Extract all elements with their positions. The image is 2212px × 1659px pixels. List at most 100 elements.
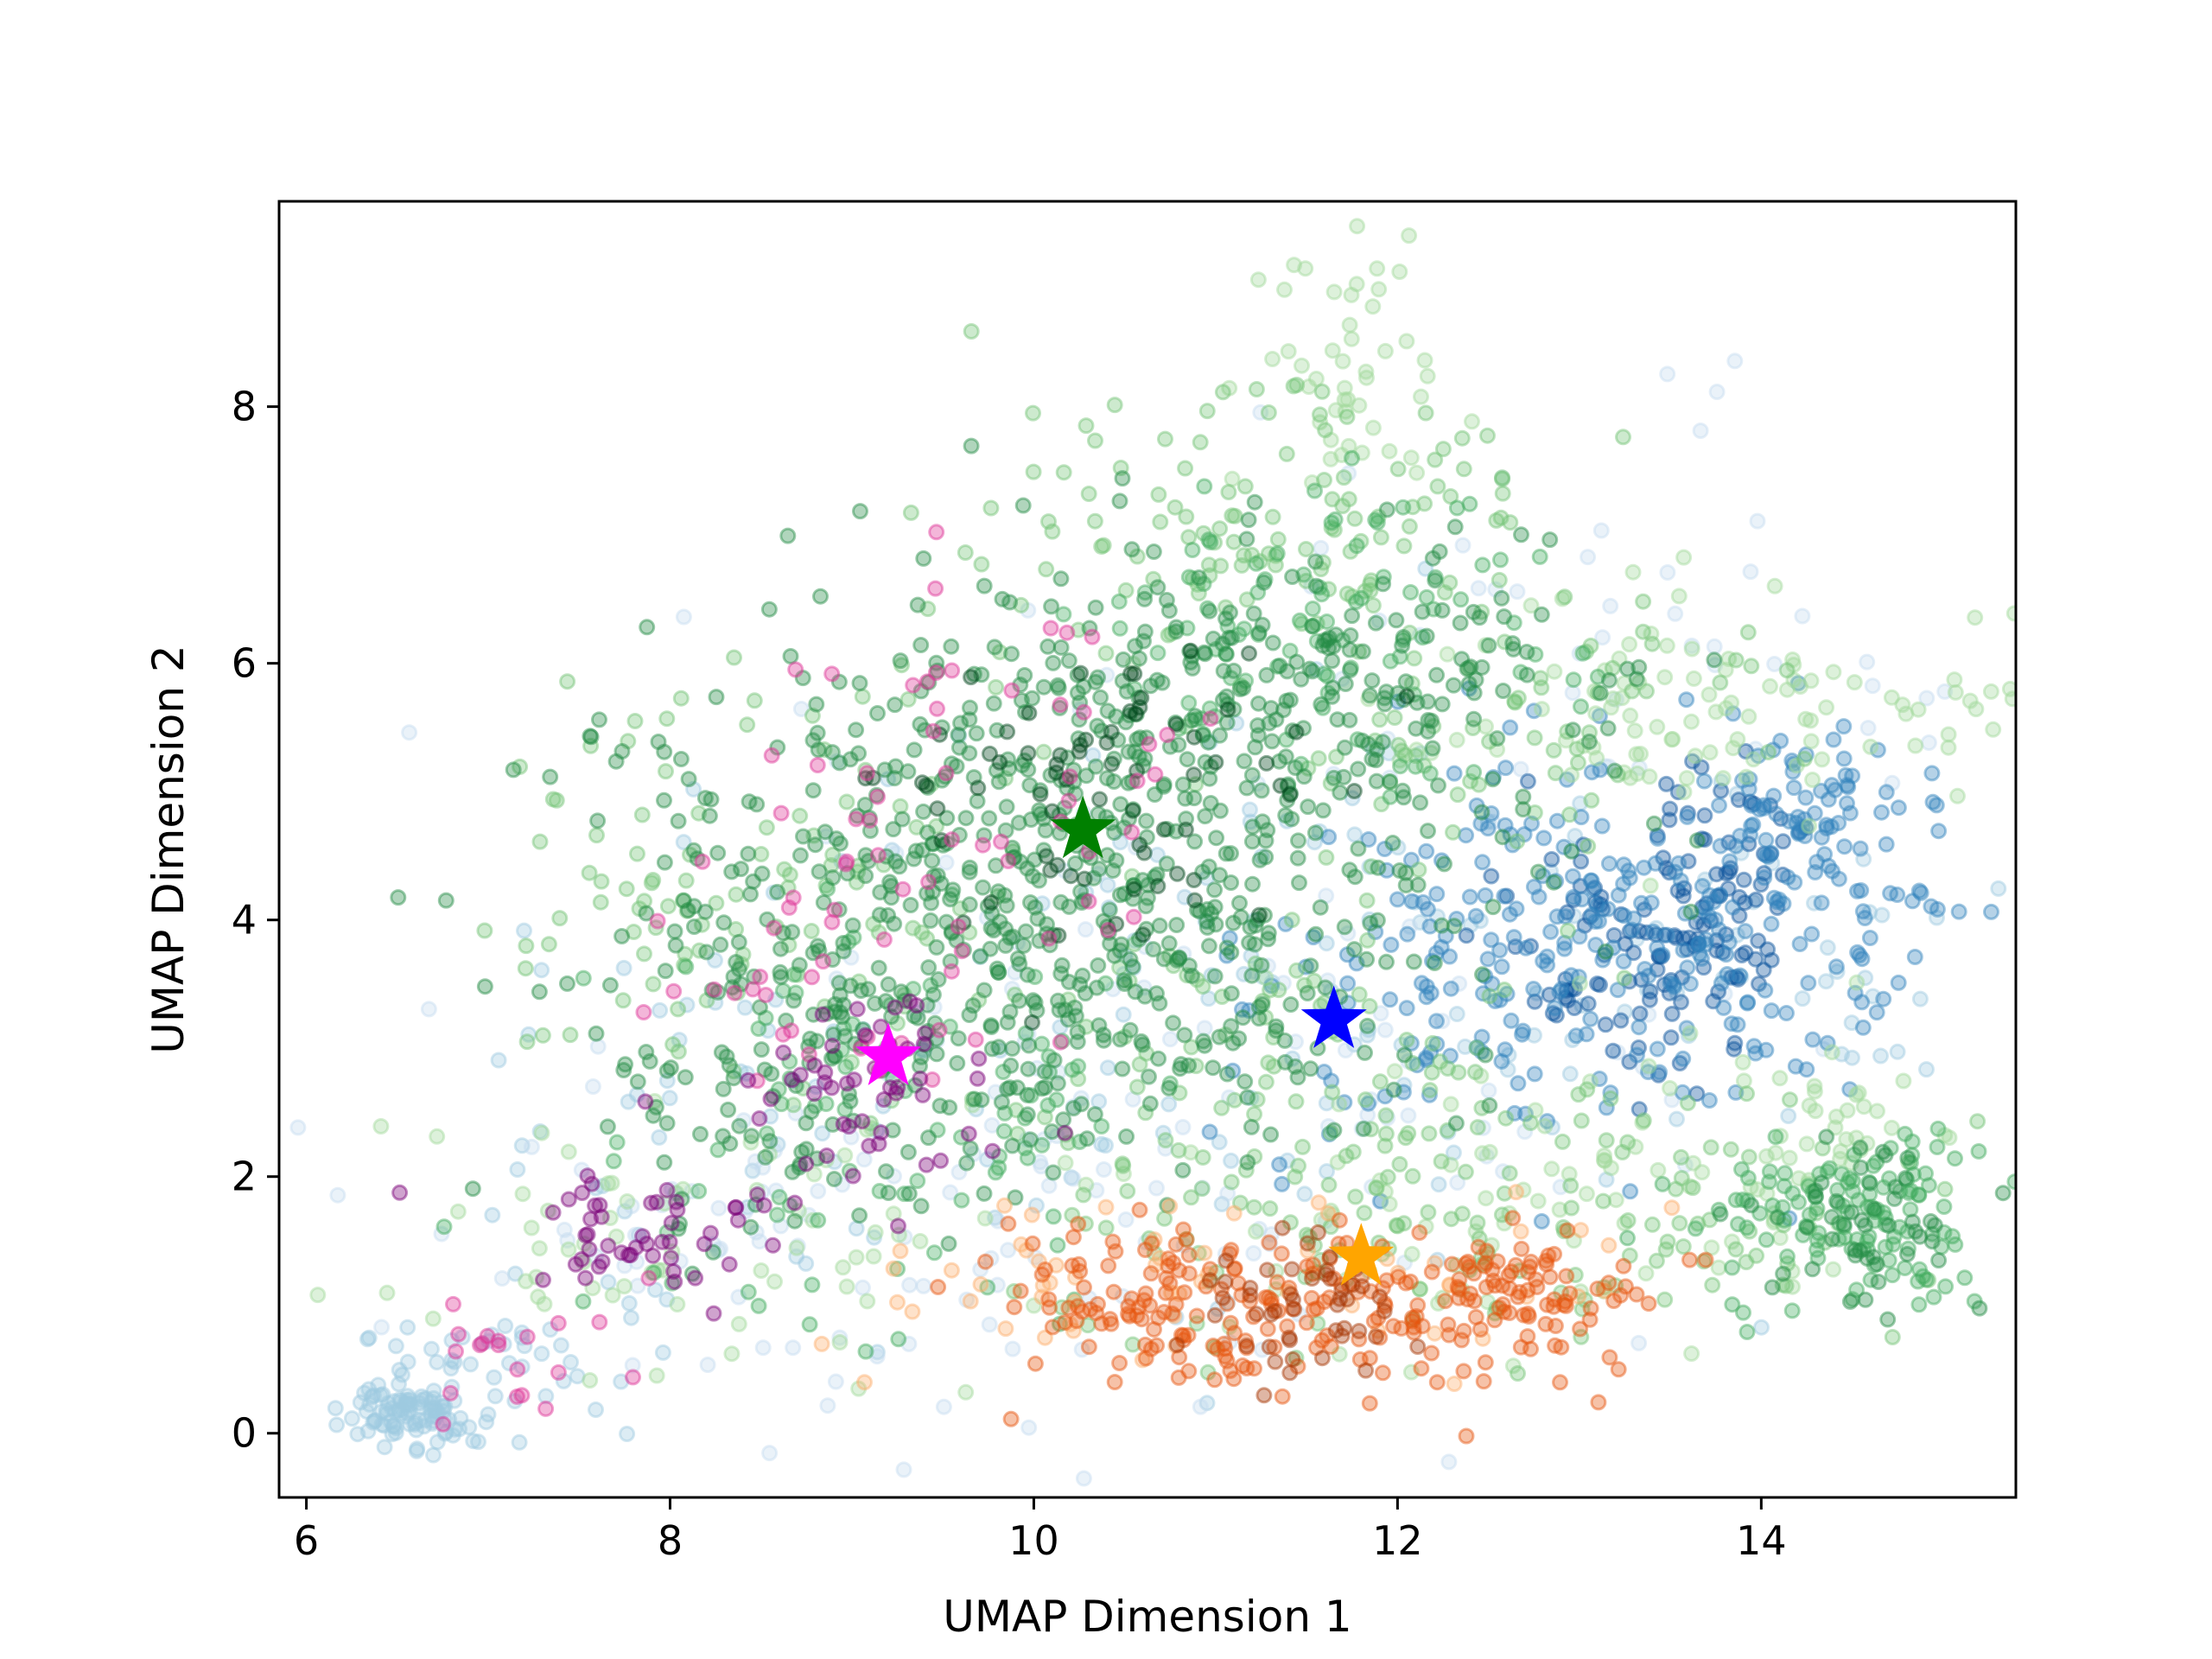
scatter-point <box>1343 330 1360 347</box>
scatter-point <box>1479 427 1496 444</box>
scatter-point <box>1612 906 1630 923</box>
scatter-point <box>1907 737 1924 754</box>
scatter-point <box>1080 486 1097 502</box>
scatter-point <box>1247 1223 1264 1240</box>
scatter-point <box>382 1413 399 1430</box>
scatter-point <box>840 1118 857 1135</box>
scatter-point <box>1413 975 1430 992</box>
scatter-point <box>1615 1257 1632 1274</box>
scatter-point <box>1408 1308 1425 1325</box>
scatter-point <box>1110 593 1128 610</box>
scatter-point <box>394 1366 410 1383</box>
scatter-point <box>1653 948 1670 965</box>
scatter-point <box>1346 868 1363 886</box>
scatter-point <box>1379 1168 1396 1185</box>
scatter-point <box>1276 1032 1294 1049</box>
scatter-point <box>1749 512 1766 530</box>
scatter-point <box>1526 729 1543 747</box>
scatter-point <box>932 1152 950 1169</box>
scatter-point <box>1697 1251 1714 1268</box>
scatter-point <box>486 1369 503 1386</box>
scatter-point <box>1111 1031 1128 1048</box>
scatter-point <box>1769 899 1786 916</box>
scatter-point <box>1772 732 1789 749</box>
scatter-point <box>1433 1013 1451 1030</box>
scatter-point <box>1743 658 1760 675</box>
scatter-point <box>1202 533 1219 550</box>
scatter-point <box>1718 946 1735 963</box>
scatter-point <box>1868 1004 1885 1021</box>
scatter-point <box>1647 926 1664 944</box>
scatter-point <box>894 880 912 898</box>
scatter-point <box>1794 607 1811 625</box>
scatter-point <box>1009 934 1027 951</box>
scatter-point <box>1243 967 1261 984</box>
scatter-point <box>1658 926 1675 944</box>
scatter-point <box>1686 938 1703 955</box>
scatter-point <box>887 845 905 862</box>
scatter-point <box>1060 1300 1077 1317</box>
scatter-point <box>1031 872 1047 889</box>
scatter-point <box>731 1117 748 1135</box>
scatter-point <box>1283 912 1300 929</box>
scatter-point <box>1702 912 1719 930</box>
scatter-point <box>726 984 743 1001</box>
scatter-point <box>931 1021 948 1039</box>
scatter-point <box>1477 1354 1494 1371</box>
scatter-point <box>613 928 631 944</box>
scatter-point <box>838 793 855 810</box>
scatter-point <box>1296 1185 1313 1203</box>
scatter-point <box>1474 1145 1491 1162</box>
scatter-point <box>1674 969 1690 986</box>
x-tick-label: 8 <box>658 1517 683 1564</box>
scatter-point <box>1452 591 1470 608</box>
scatter-point <box>1564 1032 1581 1048</box>
scatter-point <box>1619 1134 1637 1151</box>
scatter-point <box>1769 1209 1786 1226</box>
scatter-point <box>392 1405 409 1422</box>
scatter-point <box>1354 732 1371 749</box>
scatter-point <box>1336 739 1353 756</box>
scatter-point <box>1371 1073 1389 1090</box>
scatter-point <box>953 1192 970 1209</box>
scatter-point <box>687 1269 704 1287</box>
scatter-point <box>1762 677 1778 695</box>
scatter-point <box>1983 903 1999 920</box>
scatter-point <box>1588 750 1605 766</box>
scatter-point <box>410 1395 428 1412</box>
scatter-point <box>762 1090 779 1108</box>
scatter-point <box>1742 793 1759 810</box>
scatter-point <box>656 1154 673 1171</box>
scatter-point <box>1334 498 1351 515</box>
scatter-point <box>1516 826 1533 843</box>
scatter-point <box>1806 804 1823 822</box>
scatter-point <box>1142 1265 1160 1282</box>
scatter-point <box>950 728 968 745</box>
scatter-point <box>441 1411 458 1428</box>
scatter-point <box>506 1265 524 1282</box>
scatter-point <box>1512 1223 1529 1240</box>
scatter-point <box>1781 1149 1798 1166</box>
scatter-point <box>1219 1294 1236 1311</box>
scatter-point <box>1708 942 1726 959</box>
scatter-point <box>1274 1175 1291 1192</box>
scatter-point <box>769 1206 785 1224</box>
scatter-point <box>476 922 493 939</box>
scatter-point <box>1740 708 1758 725</box>
scatter-point <box>1678 691 1695 709</box>
scatter-point <box>658 1072 676 1090</box>
scatter-point <box>765 884 782 901</box>
scatter-point <box>1339 925 1357 942</box>
scatter-point <box>1331 1211 1348 1229</box>
scatter-point <box>1111 493 1128 510</box>
scatter-point <box>1732 969 1750 985</box>
scatter-point <box>1336 391 1353 409</box>
scatter-point <box>1478 1255 1495 1272</box>
scatter-point <box>1535 868 1552 885</box>
scatter-point <box>788 1248 805 1265</box>
scatter-point <box>408 1442 425 1459</box>
scatter-point <box>848 810 865 828</box>
scatter-point <box>1841 1293 1859 1310</box>
scatter-point <box>1778 662 1796 679</box>
scatter-point <box>1364 298 1382 315</box>
